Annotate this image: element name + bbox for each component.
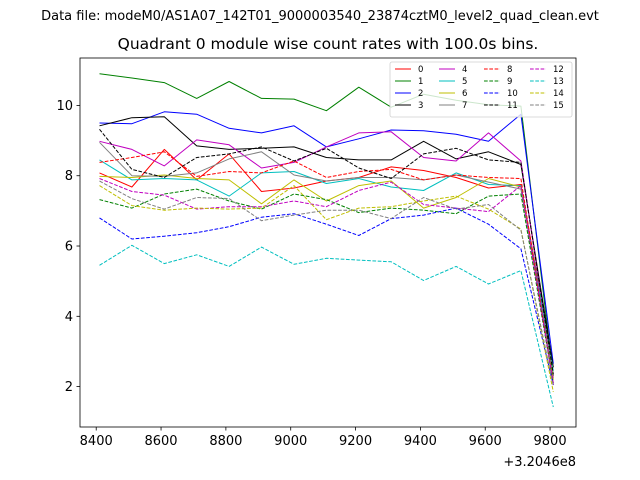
legend-label-13: 13 — [553, 77, 564, 87]
x-tick-label: 9600 — [469, 434, 502, 449]
series-line-11 — [99, 128, 554, 375]
legend-label-8: 8 — [507, 65, 512, 75]
legend-label-7: 7 — [462, 101, 467, 111]
legend-label-2: 2 — [418, 89, 423, 99]
plot-frame — [79, 57, 577, 428]
series-line-2 — [99, 111, 554, 364]
y-axis: 2 4 6 8 10 — [56, 99, 80, 395]
y-tick-label: 2 — [65, 380, 73, 395]
x-tick-label: 9800 — [534, 434, 567, 449]
series-line-5 — [99, 159, 554, 371]
legend-label-11: 11 — [507, 101, 518, 111]
legend-label-12: 12 — [553, 65, 564, 75]
legend-label-4: 4 — [462, 65, 467, 75]
x-axis: 8400 8600 8800 9000 9200 9400 9600 9800 — [80, 427, 567, 449]
x-axis-offset-label: +3.2046e8 — [503, 455, 576, 470]
legend-label-1: 1 — [418, 77, 423, 87]
plot-lines — [99, 73, 554, 408]
legend-frame — [389, 61, 573, 118]
x-tick-label: 8600 — [144, 434, 177, 449]
series-line-7 — [99, 141, 554, 375]
legend-label-15: 15 — [553, 101, 564, 111]
series-line-15 — [99, 180, 554, 387]
series-line-12 — [99, 178, 554, 384]
legend-label-14: 14 — [553, 89, 564, 99]
y-tick-label: 6 — [65, 240, 73, 255]
chart-title: Quadrant 0 module wise count rates with … — [118, 35, 539, 53]
series-line-6 — [99, 174, 554, 380]
series-line-14 — [99, 185, 554, 392]
legend-label-5: 5 — [462, 77, 467, 87]
legend-label-3: 3 — [418, 101, 423, 111]
x-tick-label: 8800 — [209, 434, 242, 449]
x-tick-label: 9200 — [339, 434, 372, 449]
series-line-4 — [99, 131, 554, 378]
series-line-13 — [99, 244, 554, 408]
series-line-9 — [99, 188, 554, 384]
legend-label-6: 6 — [462, 89, 467, 99]
x-tick-label: 8400 — [80, 434, 113, 449]
series-line-3 — [99, 116, 554, 368]
legend-label-0: 0 — [418, 65, 423, 75]
x-tick-label: 9400 — [404, 434, 437, 449]
y-tick-label: 10 — [56, 99, 73, 114]
chart-suptitle: Data file: modeM0/AS1A07_142T01_90000035… — [41, 9, 599, 24]
y-tick-label: 4 — [65, 310, 73, 325]
legend-label-10: 10 — [507, 89, 518, 99]
series-line-10 — [99, 207, 554, 385]
y-tick-label: 8 — [65, 169, 73, 184]
legend-label-9: 9 — [507, 77, 512, 87]
x-tick-label: 9000 — [274, 434, 307, 449]
